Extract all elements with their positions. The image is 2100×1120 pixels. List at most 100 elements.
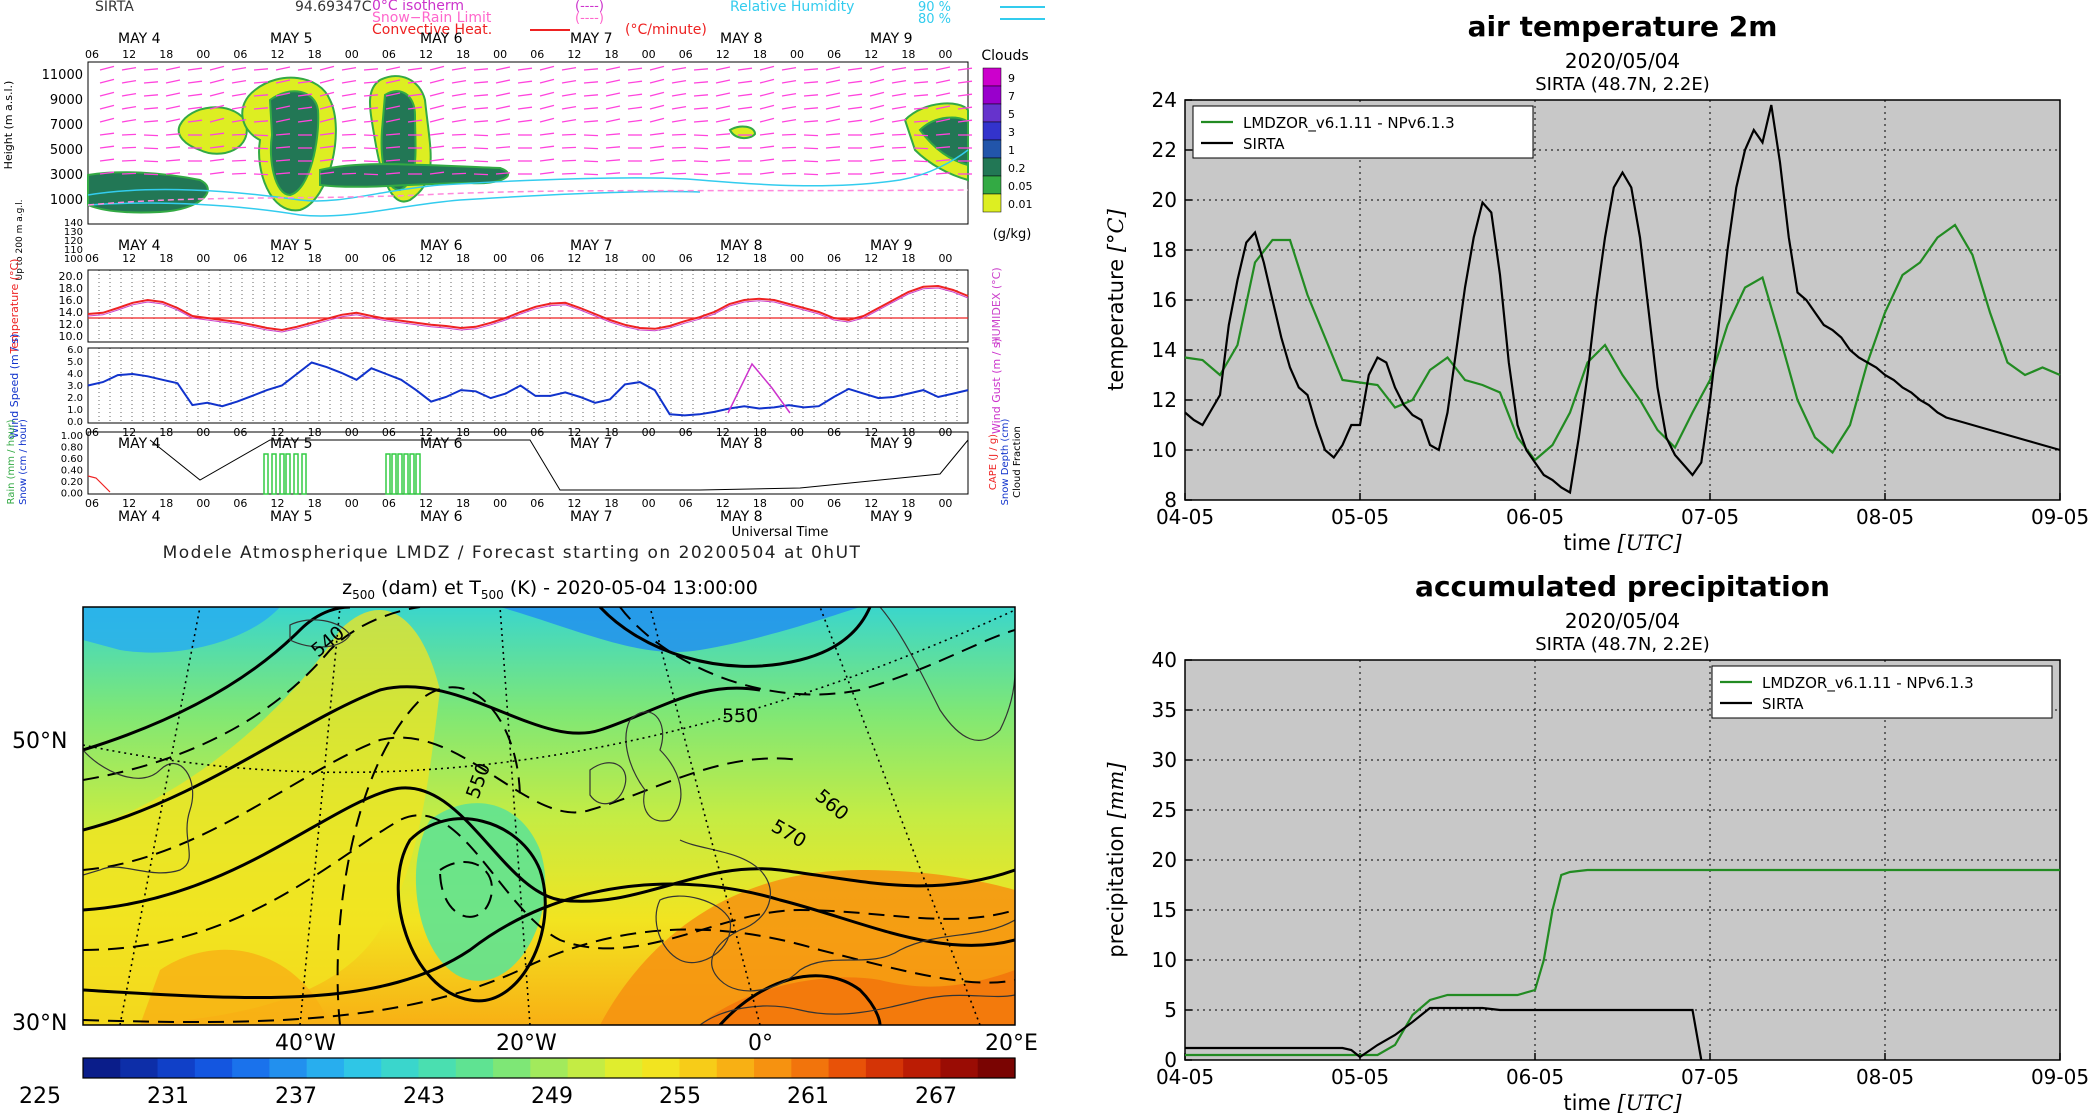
colorbar-tick-label: 231 [147, 1084, 189, 1109]
wind-barb [319, 104, 335, 110]
lon-label-20e: 20°E [985, 1031, 1038, 1056]
wind-barb [517, 106, 533, 110]
wind-barb [341, 105, 357, 110]
wind-barb [781, 92, 797, 97]
wind-barb [781, 66, 797, 71]
coast-iceland [289, 619, 351, 648]
temp-tick: 20.0 [59, 270, 84, 283]
rain-top-day-label: MAY 8 [720, 436, 762, 452]
cloud-scale-label: 1 [1008, 144, 1015, 157]
wind-barb [429, 158, 445, 162]
wind-barb [803, 173, 819, 176]
low-hour-label: 00 [493, 252, 507, 265]
colorbar-cell [642, 1058, 681, 1078]
wind-barb [935, 172, 951, 175]
wind-barb [737, 119, 753, 123]
map-title: z500 (dam) et T500 (K) - 2020-05-04 13:0… [342, 577, 758, 602]
wind-tick: 0.0 [67, 417, 83, 428]
bottom-hour-label: 12 [419, 497, 433, 510]
wind-barb [605, 79, 621, 84]
wind-barb [341, 146, 357, 149]
low-hour-label: 06 [85, 252, 99, 265]
wind-barb [715, 92, 731, 97]
cloud-top-hour-label: 18 [159, 48, 173, 61]
wind-barb [693, 173, 709, 176]
low-hour-label: 06 [827, 252, 841, 265]
wind-barb [209, 158, 225, 162]
wind-barb [781, 159, 797, 162]
height-tick: 9000 [50, 93, 83, 108]
wind-barb [363, 68, 379, 71]
wind-barb [385, 105, 401, 110]
wind-barb [715, 146, 731, 149]
cloud-top-day-label: MAY 5 [270, 31, 312, 47]
cloud-blob [87, 171, 209, 214]
wind-barb [253, 160, 269, 163]
wind-barb [363, 134, 379, 137]
wind-barb [165, 118, 181, 123]
height-sub-label: Up to 200 m a.g.l. [15, 199, 25, 280]
colorbar-cell [269, 1058, 308, 1078]
wind-barb [451, 105, 467, 110]
wind-barb [319, 171, 335, 175]
bottom-hour-label: 18 [753, 497, 767, 510]
wind-barb [781, 79, 797, 84]
bottom-hour-label: 00 [493, 497, 507, 510]
wind-barb [517, 80, 533, 84]
coast-britain [625, 711, 682, 822]
humidex-axis-label: HUMIDEX (°C) [990, 267, 1003, 344]
bottom-hour-label: 18 [604, 497, 618, 510]
cloud-top-hour-label: 06 [233, 48, 247, 61]
wind-barb [869, 104, 885, 110]
wind-barb [429, 145, 445, 149]
wind-barb [143, 68, 159, 71]
temp-tick: 18.0 [59, 282, 84, 295]
low-day-label: MAY 6 [420, 238, 463, 254]
coast-greenland [83, 749, 194, 876]
wind-barb [649, 158, 665, 162]
wind-barb [319, 158, 335, 162]
wind-barb [121, 172, 137, 175]
wind-barb [473, 134, 489, 137]
chart-subtitle: 2020/05/04 [1565, 49, 1680, 73]
wind-barb [495, 159, 511, 162]
colorbar-tick-label: 249 [531, 1084, 573, 1109]
wind-barb [539, 78, 555, 84]
low-day-label: MAY 9 [870, 238, 912, 254]
meteogram: SIRTA 94.69347C 0°C isotherm (----) Snow−Rai… [2, 0, 1045, 563]
wind-barb [253, 134, 269, 137]
wind-speed-line [87, 361, 969, 417]
wind-barb [759, 117, 775, 123]
wind-barb [869, 117, 885, 123]
wind-barb [891, 92, 907, 97]
wind-barb [891, 105, 907, 110]
wind-barb [671, 133, 687, 136]
wind-barb [759, 145, 775, 149]
legend-isotherm-sym: (----) [575, 0, 604, 14]
cloud-top-hour-label: 18 [753, 48, 767, 61]
cloud-blob [319, 163, 509, 188]
wind-barb [693, 120, 709, 123]
rain-top-day-label: MAY 6 [420, 436, 463, 452]
x-tick-label: 04-05 [1156, 505, 1214, 529]
wind-barb [209, 117, 225, 123]
clouds-unit: (g/kg) [993, 227, 1032, 242]
wind-barb [759, 158, 775, 162]
wind-barb [121, 133, 137, 136]
wind-barb [715, 66, 731, 71]
wind-barb [209, 171, 225, 175]
y-tick-label: 25 [1152, 798, 1177, 822]
lon-label-0: 0° [748, 1031, 773, 1056]
wind-barb [649, 91, 665, 97]
cape-axis-label: CAPE (J / g) [988, 434, 999, 490]
wind-barb [429, 171, 445, 175]
wind-barb [187, 80, 203, 84]
x-tick-label: 07-05 [1681, 1065, 1739, 1089]
rain-bar [301, 453, 307, 495]
wind-barb [605, 172, 621, 175]
cloud-top-day-label: MAY 4 [118, 31, 161, 47]
y-tick-label: 20 [1152, 848, 1177, 872]
bottom-hour-label: 06 [382, 497, 396, 510]
wind-barb [99, 91, 115, 97]
bottom-day-label: MAY 5 [270, 509, 312, 525]
